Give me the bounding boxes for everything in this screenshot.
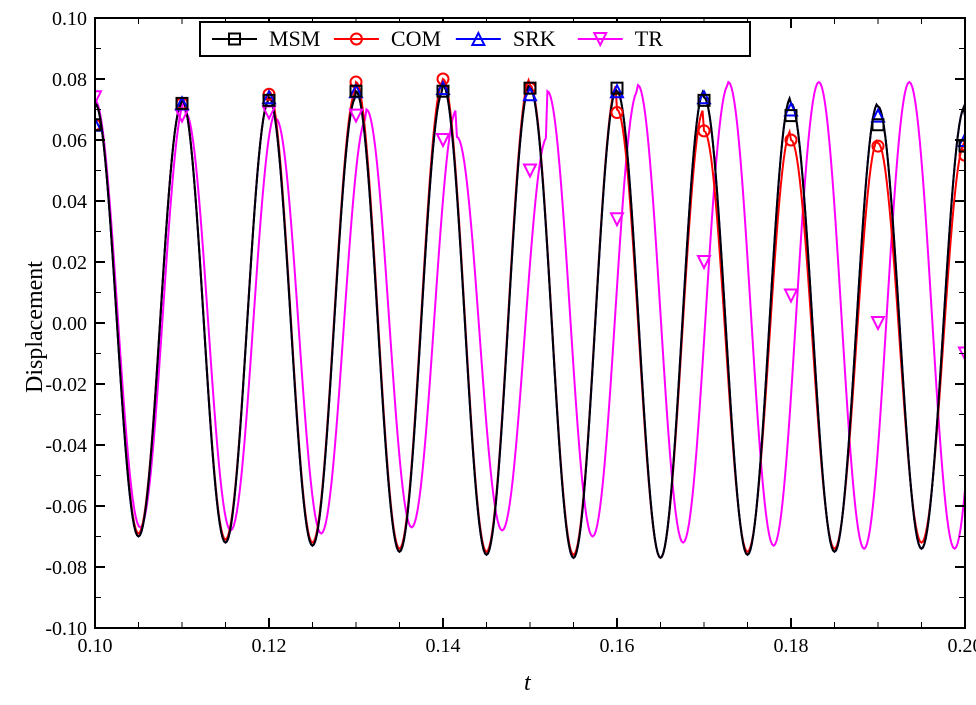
x-axis-label: t xyxy=(524,670,531,697)
legend-label-srk: SRK xyxy=(513,26,556,51)
y-axis-label: Displacement xyxy=(22,261,49,393)
y-tick-label: -0.10 xyxy=(45,618,87,640)
legend: MSM COM SRK TR xyxy=(200,22,750,56)
legend-label-tr: TR xyxy=(635,26,663,51)
y-tick-label: -0.08 xyxy=(45,557,87,579)
line-chart: 0.10 0.12 0.14 0.16 0.18 0.20 -0.10 -0.08 -0.06 -… xyxy=(0,0,976,705)
y-tick-label: -0.06 xyxy=(45,496,87,518)
y-tick-label: 0.06 xyxy=(52,130,87,152)
y-tick-label: -0.02 xyxy=(45,374,87,396)
legend-label-msm: MSM xyxy=(269,26,320,51)
x-tick-label: 0.20 xyxy=(948,635,976,657)
y-tick-label: 0.04 xyxy=(52,191,87,213)
legend-label-com: COM xyxy=(391,26,441,51)
x-tick-label: 0.16 xyxy=(600,635,635,657)
x-tick-label: 0.14 xyxy=(426,635,461,657)
y-tick-label: -0.04 xyxy=(45,435,87,457)
y-tick-label: 0.08 xyxy=(52,69,87,91)
y-tick-label: 0.10 xyxy=(52,8,87,30)
y-tick-label: 0.00 xyxy=(52,313,87,335)
chart-container: 0.10 0.12 0.14 0.16 0.18 0.20 -0.10 -0.08 -0.06 -… xyxy=(0,0,976,705)
y-tick-label: 0.02 xyxy=(52,252,87,274)
x-tick-label: 0.18 xyxy=(774,635,809,657)
x-tick-label: 0.12 xyxy=(252,635,287,657)
